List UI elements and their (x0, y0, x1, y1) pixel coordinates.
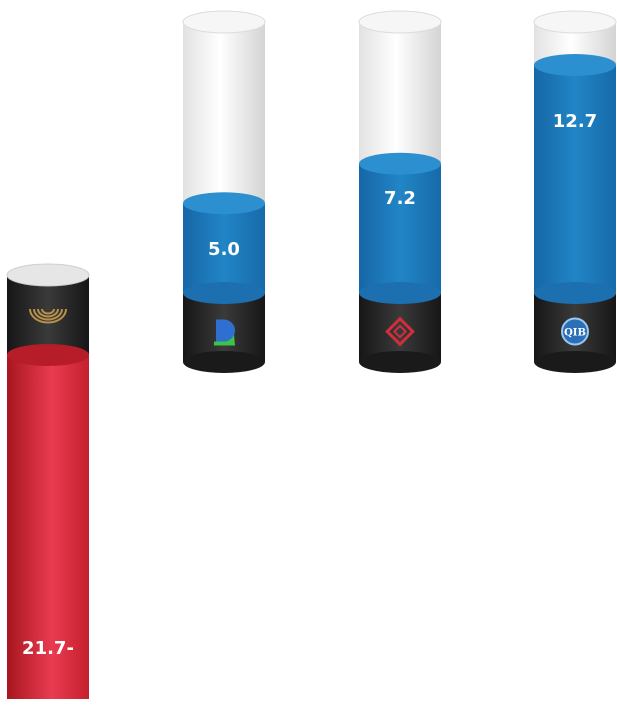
bar-bottom (183, 351, 265, 373)
bar-value-label: 5.0 (208, 239, 240, 260)
bar-logo-band (359, 293, 441, 362)
bar-value-label: 21.7- (22, 638, 74, 659)
bar-tube-top (358, 10, 442, 34)
bar-bottom (359, 351, 441, 373)
bar-3: 7.2 (358, 10, 442, 373)
red-diamond-logo-icon (385, 316, 415, 347)
bar-value-fill (7, 355, 89, 699)
bar-value-label: 7.2 (384, 188, 416, 209)
bar-value-label: 12.7 (553, 111, 597, 132)
bar-1: 21.7- (6, 263, 90, 699)
qib-logo-text: QIB (564, 328, 586, 339)
bar-4: QIB 12.7 (533, 10, 617, 373)
bar-fill-bottom-edge (359, 282, 441, 304)
bar-2: 5.0 (182, 10, 266, 373)
bar-value-fill (359, 163, 441, 293)
bar-bottom (534, 351, 616, 373)
bar-tube-top (182, 10, 266, 34)
bar-logo-band (7, 275, 89, 355)
bar-value-fill (183, 203, 265, 293)
bar-tube-top (533, 10, 617, 34)
bar-fill-top (359, 152, 441, 175)
gold-arc-logo-icon (29, 308, 67, 324)
bar-fill-bottom-edge (183, 282, 265, 304)
bar-fill-top (7, 344, 89, 366)
bar-fill-bottom-edge (534, 282, 616, 304)
blue-green-d-logo-icon (214, 319, 235, 346)
bar-tube-top (6, 263, 90, 287)
bar-fill-top (183, 192, 265, 215)
qib-logo-icon: QIB (561, 317, 589, 346)
bar-fill-top (534, 54, 616, 76)
bar-value-fill (534, 65, 616, 293)
